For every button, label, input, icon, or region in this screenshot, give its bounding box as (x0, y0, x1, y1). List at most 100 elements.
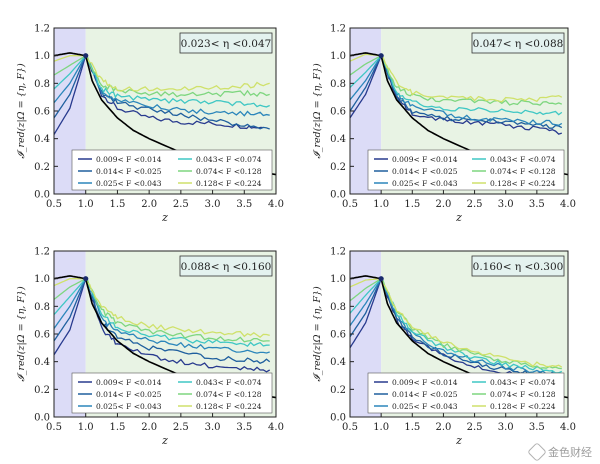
legend-box (367, 372, 565, 414)
legend-label: 0.025< F <0.043 (96, 402, 162, 411)
series-line (53, 278, 270, 339)
x-tick-label: 3.0 (498, 422, 514, 433)
chart-panel-4: 0.5 1.0 1.5 2.0 2.5 3.0 3.5 4.0 0.0 0.2 0.4 0.6 0.8 1… (312, 247, 576, 448)
y-tick-label: 0.2 (34, 385, 50, 396)
anchor-point (378, 53, 384, 59)
x-tick-label: 2.5 (467, 422, 483, 433)
series-line (53, 53, 270, 130)
legend-label: 0.025< F <0.043 (96, 179, 162, 188)
y-tick-label: 1.2 (34, 24, 50, 35)
legend-label: 0.074< F <0.128 (196, 167, 262, 176)
legend-label: 0.014< F <0.025 (392, 390, 458, 399)
x-tick-label: 2.0 (141, 422, 157, 433)
anchor-point (83, 276, 89, 282)
watermark-text: 金色财经 (548, 446, 592, 459)
series-line (349, 278, 563, 368)
x-axis-label: z (455, 434, 462, 447)
x-tick-label: 4.0 (268, 422, 284, 433)
legend-box (71, 149, 273, 191)
y-tick-label: 0.6 (34, 330, 50, 341)
y-tick-label: 0.8 (330, 302, 346, 313)
series-line (53, 277, 270, 348)
watermark-logo-icon (527, 442, 547, 462)
anchor-point (378, 276, 384, 282)
y-tick-label: 0.6 (330, 330, 346, 341)
legend-label: 0.043< F <0.074 (490, 378, 556, 387)
x-tick-label: 0.5 (342, 199, 358, 210)
x-axis-label: z (455, 211, 462, 224)
x-tick-label: 3.5 (529, 199, 545, 210)
y-tick-label: 0.6 (330, 107, 346, 118)
y-tick-label: 0.2 (330, 162, 346, 173)
x-tick-label: 3.0 (205, 422, 221, 433)
eta-range-label: 0.047< η <0.088 (473, 38, 564, 50)
series-line (53, 55, 270, 92)
y-tick-label: 0.4 (330, 134, 346, 145)
y-tick-label: 1.0 (330, 274, 346, 285)
y-tick-label: 0.2 (330, 385, 346, 396)
series-line (53, 277, 270, 343)
eta-range-box (179, 255, 273, 277)
series-line (349, 277, 562, 370)
x-tick-label: 0.5 (46, 199, 62, 210)
x-tick-label: 2.5 (173, 422, 189, 433)
legend-label: 0.009< F <0.014 (96, 378, 162, 387)
legend-label: 0.009< F <0.014 (392, 378, 458, 387)
legend-label: 0.128< F <0.224 (490, 402, 556, 411)
x-tick-label: 2.0 (141, 199, 157, 210)
legend-label: 0.074< F <0.128 (490, 167, 556, 176)
y-axis-label: 𝓘_red(z|Ω = {η, F}) (16, 286, 27, 382)
legend-label: 0.009< F <0.014 (392, 155, 458, 164)
y-tick-label: 1.2 (330, 247, 346, 258)
y-tick-label: 0.4 (330, 357, 346, 368)
y-tick-label: 0.4 (34, 357, 50, 368)
x-tick-label: 0.5 (46, 422, 62, 433)
legend-label: 0.014< F <0.025 (392, 167, 458, 176)
y-tick-label: 0.8 (34, 302, 50, 313)
x-tick-label: 1.0 (78, 199, 94, 210)
x-axis-label: z (161, 211, 168, 224)
series-line (53, 54, 270, 108)
legend-label: 0.014< F <0.025 (96, 167, 162, 176)
y-tick-label: 0.0 (34, 413, 50, 424)
x-tick-label: 1.5 (404, 422, 420, 433)
x-tick-label: 1.0 (373, 199, 389, 210)
legend-label: 0.074< F <0.128 (490, 390, 556, 399)
x-tick-label: 3.0 (205, 199, 221, 210)
chart-panel-3: 0.5 1.0 1.5 2.0 2.5 3.0 3.5 4.0 0.0 0.2 0.4 0.6 0.8 1… (16, 247, 284, 448)
series-line (349, 54, 563, 106)
eta-range-box (471, 255, 565, 277)
x-tick-label: 2.0 (435, 422, 451, 433)
eta-range-box (179, 32, 273, 54)
y-axis-label: 𝓘_red(z|Ω = {η, F}) (16, 63, 27, 159)
x-tick-label: 4.0 (560, 199, 576, 210)
y-axis-label: 𝓘_red(z|Ω = {η, F}) (312, 63, 323, 159)
y-tick-label: 0.0 (330, 413, 346, 424)
eta-range-label: 0.023< η <0.047 (181, 38, 272, 50)
legend-label: 0.128< F <0.224 (196, 402, 262, 411)
x-tick-label: 1.0 (78, 422, 94, 433)
legend-label: 0.043< F <0.074 (196, 155, 262, 164)
legend-box (367, 149, 565, 191)
x-tick-label: 1.5 (109, 199, 125, 210)
series-line (53, 53, 264, 135)
series-line (349, 54, 563, 129)
series-line (53, 277, 270, 354)
x-tick-label: 2.5 (173, 199, 189, 210)
y-tick-label: 0.2 (34, 162, 50, 173)
y-tick-label: 1.2 (330, 24, 346, 35)
x-tick-label: 1.5 (109, 422, 125, 433)
x-axis-label: z (161, 434, 168, 447)
legend-label: 0.074< F <0.128 (196, 390, 262, 399)
series-line (53, 276, 271, 364)
x-tick-label: 1.5 (404, 199, 420, 210)
y-tick-label: 1.0 (34, 51, 50, 62)
series-line (349, 54, 563, 126)
y-tick-label: 0.0 (330, 190, 346, 201)
y-tick-label: 0.0 (34, 190, 50, 201)
legend-label: 0.025< F <0.043 (392, 179, 458, 188)
legend-label: 0.009< F <0.014 (96, 155, 162, 164)
legend-label: 0.128< F <0.224 (490, 179, 556, 188)
legend-label: 0.025< F <0.043 (392, 402, 458, 411)
